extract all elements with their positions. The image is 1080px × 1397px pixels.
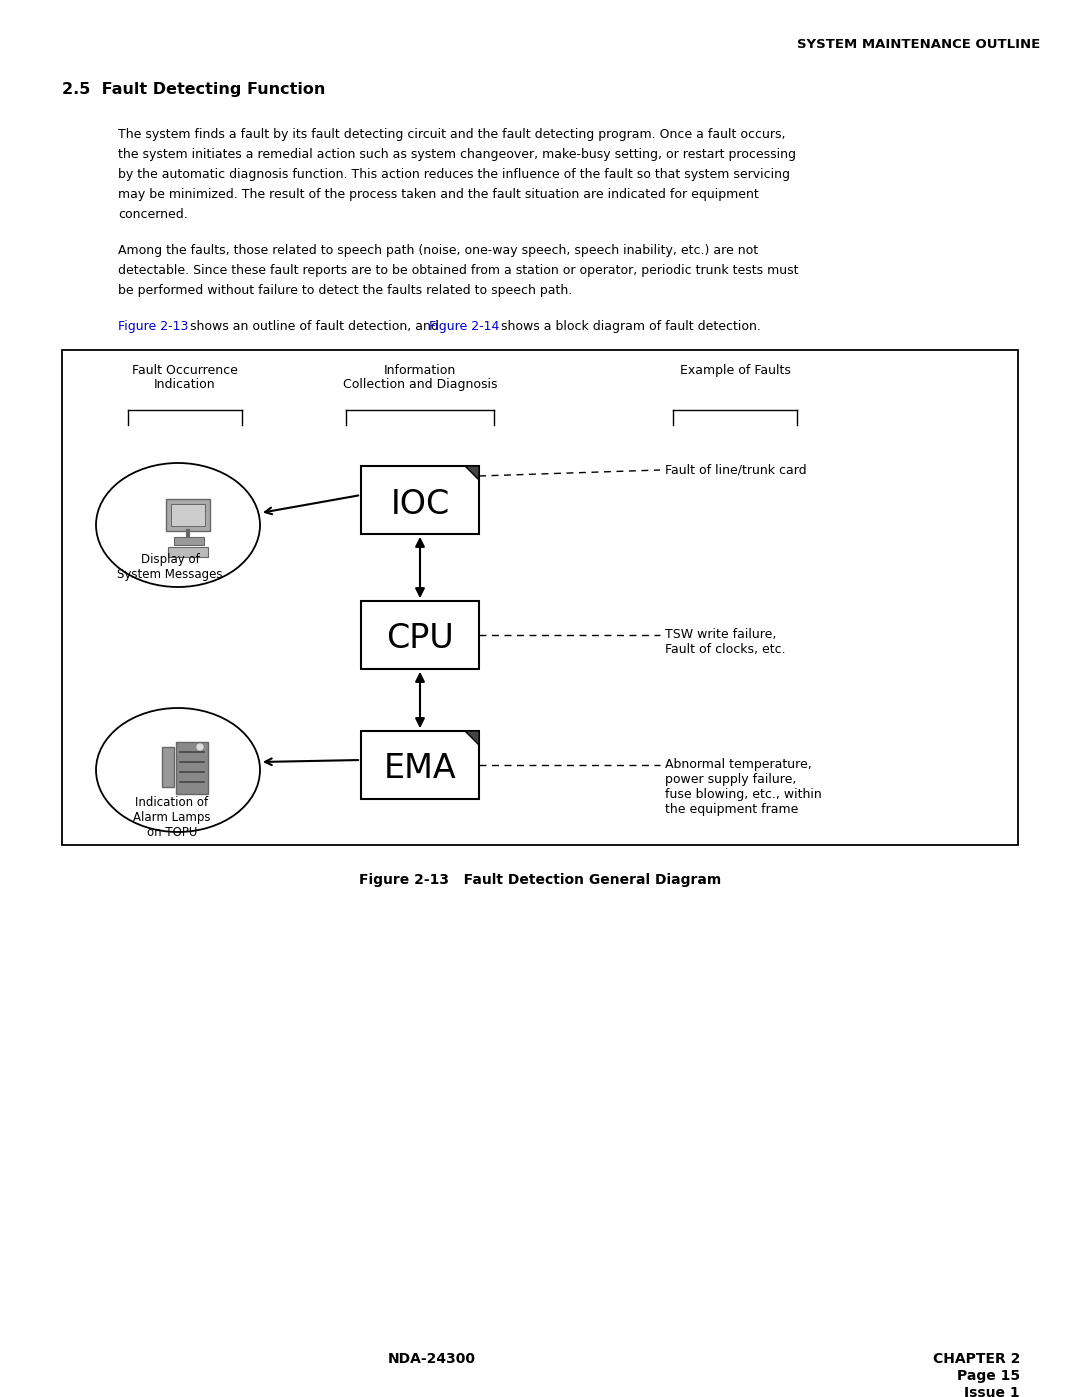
Text: Indication: Indication bbox=[154, 379, 216, 391]
Text: Collection and Diagnosis: Collection and Diagnosis bbox=[342, 379, 497, 391]
Text: 2.5  Fault Detecting Function: 2.5 Fault Detecting Function bbox=[62, 82, 325, 96]
Bar bbox=[62, 351, 1018, 845]
Ellipse shape bbox=[96, 462, 260, 587]
Text: Figure 2-13   Fault Detection General Diagram: Figure 2-13 Fault Detection General Diag… bbox=[359, 873, 721, 887]
Text: be performed without failure to detect the faults related to speech path.: be performed without failure to detect t… bbox=[118, 284, 572, 298]
Text: Fault of line/trunk card: Fault of line/trunk card bbox=[665, 464, 807, 476]
Bar bbox=[162, 747, 174, 787]
Text: SYSTEM MAINTENANCE OUTLINE: SYSTEM MAINTENANCE OUTLINE bbox=[797, 38, 1040, 52]
Bar bbox=[176, 742, 208, 793]
Polygon shape bbox=[465, 467, 480, 481]
Text: Indication of
Alarm Lamps
on TOPU: Indication of Alarm Lamps on TOPU bbox=[133, 796, 211, 840]
Text: detectable. Since these fault reports are to be obtained from a station or opera: detectable. Since these fault reports ar… bbox=[118, 264, 798, 277]
Text: shows an outline of fault detection, and: shows an outline of fault detection, and bbox=[186, 320, 443, 332]
Text: Fault Occurrence: Fault Occurrence bbox=[132, 365, 238, 377]
Polygon shape bbox=[465, 731, 480, 745]
Bar bbox=[361, 601, 480, 669]
Bar bbox=[361, 731, 480, 799]
Text: Among the faults, those related to speech path (noise, one-way speech, speech in: Among the faults, those related to speec… bbox=[118, 244, 758, 257]
Text: Information: Information bbox=[383, 365, 456, 377]
Text: the equipment frame: the equipment frame bbox=[665, 803, 798, 816]
Text: Abnormal temperature,: Abnormal temperature, bbox=[665, 759, 812, 771]
Text: by the automatic diagnosis function. This action reduces the influence of the fa: by the automatic diagnosis function. Thi… bbox=[118, 168, 789, 182]
Text: Figure 2-13: Figure 2-13 bbox=[118, 320, 188, 332]
Bar bbox=[171, 504, 205, 527]
Text: CHAPTER 2: CHAPTER 2 bbox=[933, 1352, 1020, 1366]
Text: CPU: CPU bbox=[387, 623, 454, 655]
Ellipse shape bbox=[96, 708, 260, 833]
Text: the system initiates a remedial action such as system changeover, make-busy sett: the system initiates a remedial action s… bbox=[118, 148, 796, 161]
Bar bbox=[166, 499, 210, 531]
Bar bbox=[174, 536, 204, 545]
Bar bbox=[361, 467, 480, 534]
Text: Example of Faults: Example of Faults bbox=[679, 365, 791, 377]
Text: Display of
System Messages: Display of System Messages bbox=[118, 553, 222, 581]
Text: may be minimized. The result of the process taken and the fault situation are in: may be minimized. The result of the proc… bbox=[118, 189, 759, 201]
Text: Figure 2-14: Figure 2-14 bbox=[429, 320, 499, 332]
Text: concerned.: concerned. bbox=[118, 208, 188, 221]
Circle shape bbox=[197, 745, 203, 750]
Text: The system finds a fault by its fault detecting circuit and the fault detecting : The system finds a fault by its fault de… bbox=[118, 129, 785, 141]
Text: shows a block diagram of fault detection.: shows a block diagram of fault detection… bbox=[497, 320, 761, 332]
Text: IOC: IOC bbox=[390, 488, 449, 521]
Text: Issue 1: Issue 1 bbox=[964, 1386, 1020, 1397]
Text: fuse blowing, etc., within: fuse blowing, etc., within bbox=[665, 788, 822, 800]
Text: power supply failure,: power supply failure, bbox=[665, 773, 796, 787]
Text: Fault of clocks, etc.: Fault of clocks, etc. bbox=[665, 643, 785, 657]
Text: TSW write failure,: TSW write failure, bbox=[665, 629, 777, 641]
Text: Page 15: Page 15 bbox=[957, 1369, 1020, 1383]
Text: EMA: EMA bbox=[383, 753, 457, 785]
Text: NDA-24300: NDA-24300 bbox=[388, 1352, 476, 1366]
Bar bbox=[168, 548, 208, 557]
